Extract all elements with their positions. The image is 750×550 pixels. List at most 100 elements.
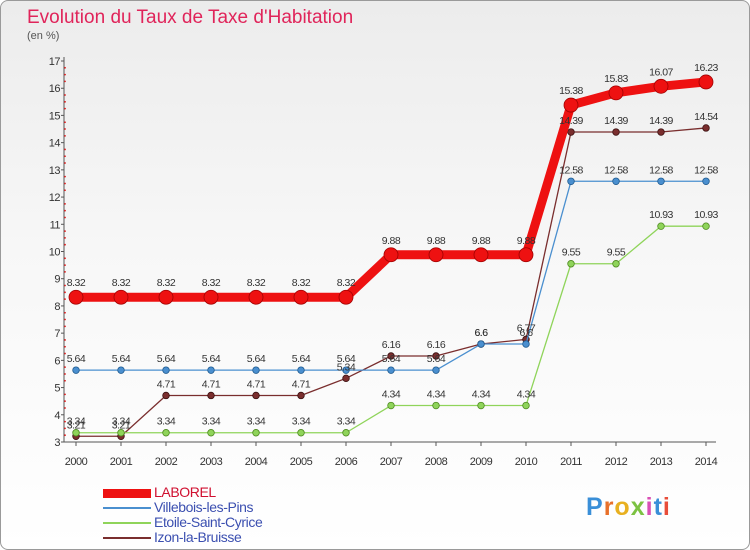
data-labels: 8.32 8.32 8.32 8.32 8.32 8.32 8.32 9.88 9.88 9.88… <box>67 62 719 431</box>
data-label: 15.83 <box>604 73 628 85</box>
data-point <box>612 128 620 136</box>
data-point <box>252 366 260 374</box>
data-label: 4.34 <box>517 389 536 401</box>
data-label: 4.34 <box>472 389 491 401</box>
data-point <box>563 97 579 113</box>
data-point <box>72 366 80 374</box>
data-point <box>162 391 170 400</box>
data-label: 5.64 <box>202 353 221 365</box>
data-point <box>252 391 260 400</box>
data-label: 4.71 <box>202 378 221 390</box>
data-label: 9.88 <box>382 235 401 247</box>
data-label: 5.64 <box>382 353 401 365</box>
logo-letter: t <box>653 493 663 521</box>
data-point <box>72 429 80 437</box>
data-point <box>518 247 534 263</box>
y-minor-tick <box>64 318 66 321</box>
data-point <box>432 352 440 360</box>
data-label: 3.34 <box>157 416 176 428</box>
data-point <box>252 429 260 437</box>
data-label: 15.38 <box>559 85 583 97</box>
data-label: 8.32 <box>292 277 311 289</box>
data-label: 8.32 <box>337 277 356 289</box>
data-label: 12.58 <box>559 164 583 176</box>
data-point <box>203 289 219 305</box>
y-minor-tick <box>64 434 66 437</box>
y-minor-tick <box>64 128 66 130</box>
y-minor-tick <box>64 107 66 110</box>
y-minor-tick <box>64 175 66 178</box>
data-point <box>342 374 350 383</box>
data-label: 4.71 <box>247 378 266 390</box>
data-label: 6.16 <box>382 339 401 351</box>
y-tick-label: 14 <box>49 138 61 150</box>
legend-swatch <box>103 537 151 539</box>
data-point <box>387 401 395 410</box>
data-point <box>477 401 485 410</box>
data-label: 4.71 <box>292 378 311 390</box>
data-label: 8.32 <box>247 277 266 289</box>
y-minor-tick <box>64 407 66 409</box>
data-label: 5.64 <box>157 353 176 365</box>
y-minor-tick <box>64 243 66 246</box>
y-tick-label: 11 <box>50 219 61 231</box>
y-minor-tick <box>64 284 66 287</box>
data-label: 4.34 <box>427 389 446 401</box>
y-minor-tick <box>64 230 66 232</box>
data-point <box>293 289 309 305</box>
y-minor-tick <box>64 73 66 76</box>
legend-label: LABOREL <box>154 484 216 500</box>
data-label: 5.64 <box>427 353 446 365</box>
y-tick-label: 6 <box>54 355 60 367</box>
x-tick-label: 2001 <box>110 456 133 468</box>
legend-swatch <box>103 522 151 524</box>
data-point <box>567 177 575 185</box>
x-tick-label: 2007 <box>380 456 403 468</box>
x-tick-label: 2009 <box>470 456 493 468</box>
y-minor-tick <box>64 339 66 341</box>
unit-label: (en %) <box>27 30 60 42</box>
data-label: 9.88 <box>517 235 536 247</box>
data-point <box>387 366 395 374</box>
legend-swatch <box>103 488 151 498</box>
data-point <box>702 222 710 230</box>
y-minor-tick <box>64 121 66 124</box>
data-label: 12.58 <box>604 164 628 176</box>
data-label: 8.32 <box>112 277 131 289</box>
data-point <box>207 391 215 400</box>
proxiti-logo: Proxiti <box>586 493 671 522</box>
data-point <box>657 128 665 136</box>
data-label: 14.39 <box>649 115 673 127</box>
data-label: 3.34 <box>292 416 311 428</box>
y-tick-label: 4 <box>54 410 60 422</box>
data-label: 9.55 <box>607 247 626 259</box>
y-minor-tick <box>64 148 66 151</box>
data-point <box>113 289 129 305</box>
data-point <box>207 429 215 437</box>
data-label: 6.6 <box>474 327 488 339</box>
y-minor-tick <box>64 366 66 369</box>
data-label: 3.34 <box>247 416 266 428</box>
data-label: 8.32 <box>202 277 221 289</box>
data-point <box>567 260 575 268</box>
data-point <box>477 340 485 348</box>
data-label: 4.34 <box>382 389 401 401</box>
data-point <box>473 247 489 263</box>
logo-letter: P <box>586 493 604 521</box>
data-label: 3.21 <box>67 419 86 431</box>
data-point <box>338 289 354 305</box>
data-label: 9.88 <box>427 235 446 247</box>
data-label: 12.58 <box>694 164 718 176</box>
y-tick-label: 8 <box>54 301 60 313</box>
data-point <box>657 222 665 230</box>
data-label: 6.6 <box>474 327 488 339</box>
y-minor-tick <box>64 236 66 239</box>
data-label: 5.34 <box>337 361 356 373</box>
y-tick-label: 17 <box>49 56 61 68</box>
data-point <box>522 401 530 410</box>
data-point <box>657 177 665 185</box>
data-point <box>162 429 170 437</box>
y-tick-label: 7 <box>54 328 60 340</box>
